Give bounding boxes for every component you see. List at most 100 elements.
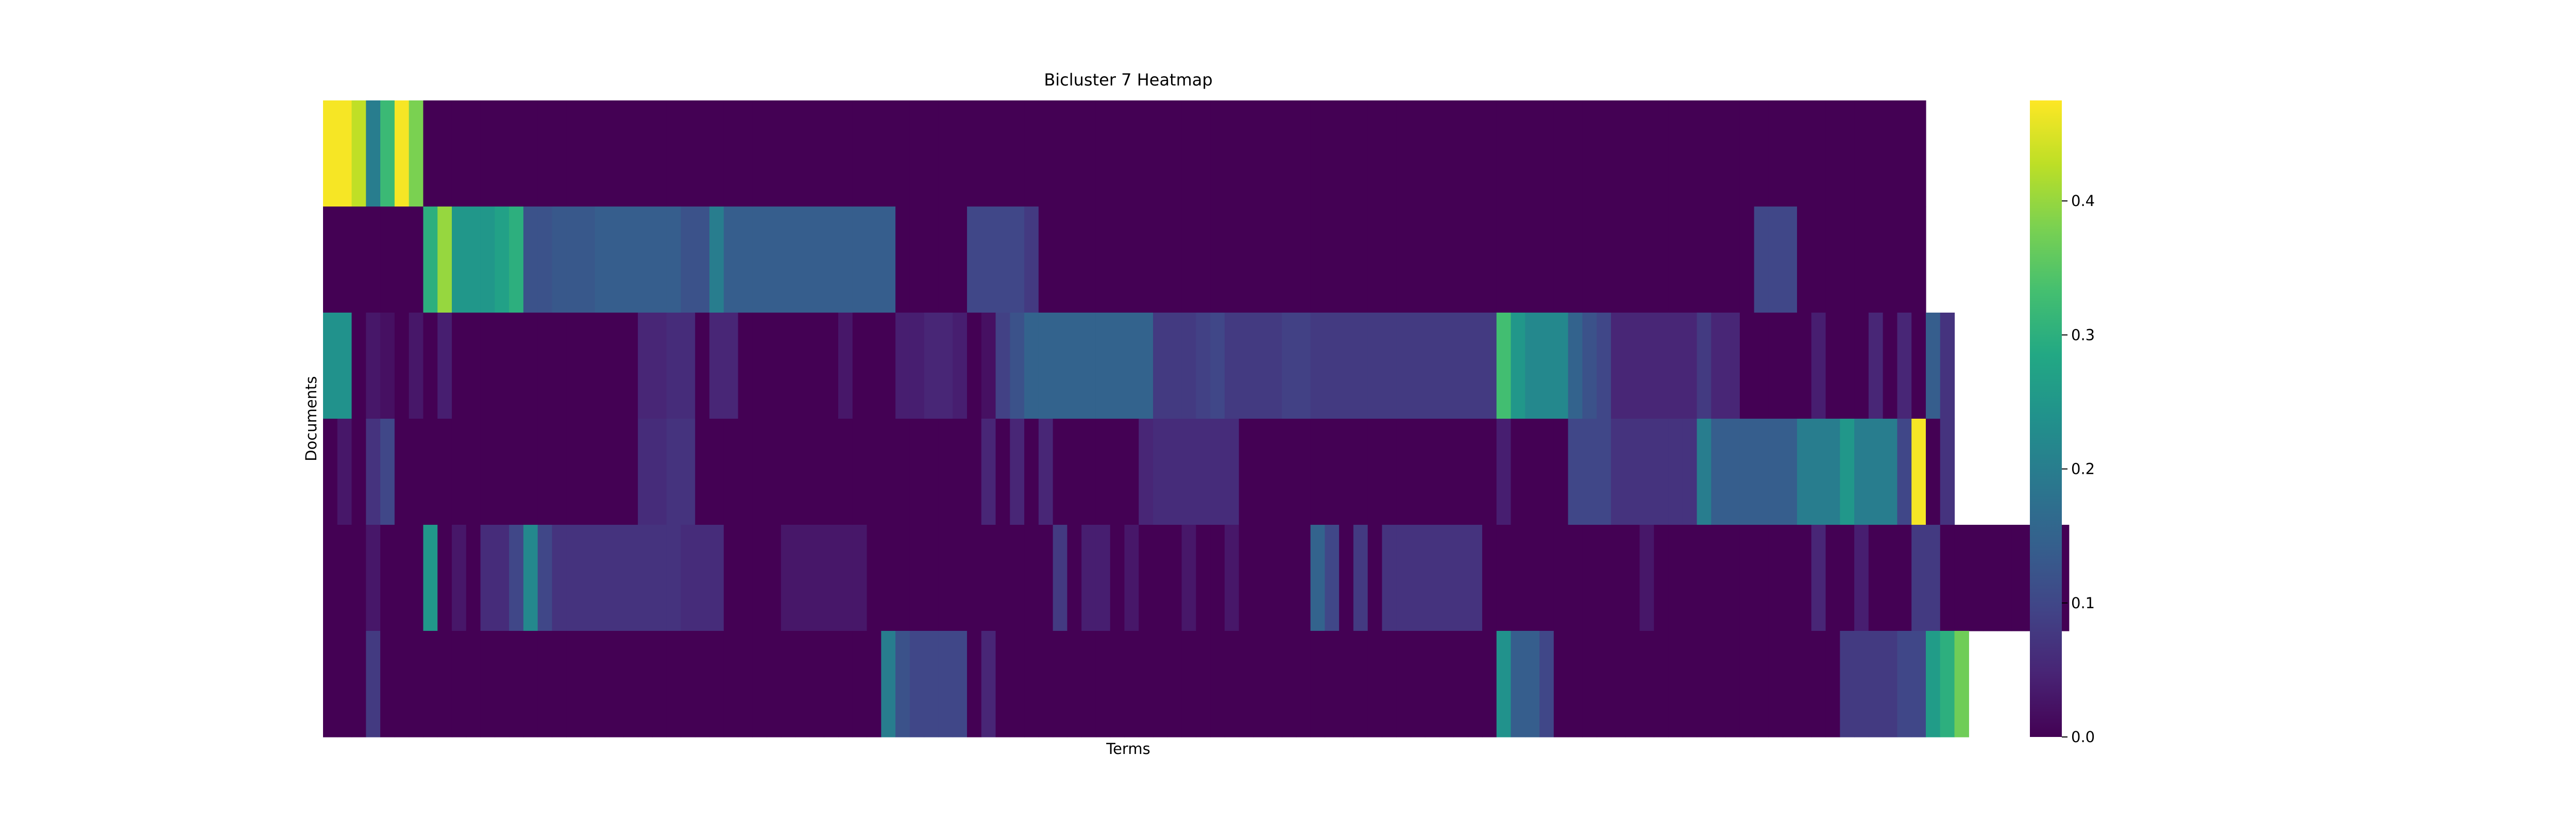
heatmap-cell <box>1110 207 1125 313</box>
heatmap-cell <box>1310 207 1325 313</box>
heatmap-cell <box>981 525 996 631</box>
heatmap-cell <box>1611 525 1626 631</box>
heatmap-cell <box>795 313 810 419</box>
heatmap-cell <box>1697 100 1711 207</box>
heatmap-cell <box>1181 631 1196 737</box>
heatmap-cell <box>824 419 839 525</box>
heatmap-cell <box>1797 631 1812 737</box>
heatmap-cell <box>981 631 996 737</box>
heatmap-cell <box>1539 525 1554 631</box>
heatmap-cell <box>495 631 510 737</box>
heatmap-cell <box>1153 631 1168 737</box>
heatmap-cell <box>1339 100 1354 207</box>
heatmap-cell <box>466 419 481 525</box>
heatmap-cell <box>1911 313 1926 419</box>
heatmap-cell <box>394 100 410 207</box>
heatmap-cell <box>1582 525 1597 631</box>
heatmap-cell <box>1396 100 1411 207</box>
heatmap-cell <box>953 313 968 419</box>
heatmap-cell <box>1797 100 1812 207</box>
heatmap-cell <box>1668 313 1683 419</box>
heatmap-cell <box>1181 313 1196 419</box>
heatmap-cell <box>1797 525 1812 631</box>
heatmap-cell <box>595 313 610 419</box>
heatmap-cell <box>1310 631 1325 737</box>
heatmap-cell <box>1682 419 1698 525</box>
heatmap-cell <box>1139 631 1154 737</box>
heatmap-cell <box>1067 419 1082 525</box>
heatmap-cell <box>938 207 953 313</box>
heatmap-cell <box>924 631 939 737</box>
heatmap-cell <box>995 631 1010 737</box>
heatmap-cell <box>1682 313 1698 419</box>
heatmap-cell <box>423 525 438 631</box>
heatmap-cell <box>752 631 767 737</box>
heatmap-cell <box>1167 631 1182 737</box>
heatmap-cell <box>1353 207 1368 313</box>
heatmap-cell <box>1611 100 1626 207</box>
heatmap-cell <box>566 313 581 419</box>
heatmap-cell <box>1525 419 1540 525</box>
heatmap-cell <box>1396 419 1411 525</box>
heatmap-cell <box>1654 207 1669 313</box>
heatmap-cell <box>537 419 553 525</box>
heatmap-cell <box>1840 313 1855 419</box>
heatmap-cell <box>1210 100 1225 207</box>
heatmap-cell <box>480 631 495 737</box>
heatmap-cell <box>1739 631 1755 737</box>
heatmap-cell <box>1267 525 1282 631</box>
heatmap-cell <box>824 525 839 631</box>
heatmap-cell <box>881 419 896 525</box>
heatmap-cell <box>867 631 882 737</box>
heatmap-cell <box>1139 207 1154 313</box>
heatmap-cell <box>1811 419 1826 525</box>
heatmap-cell <box>1825 631 1840 737</box>
heatmap-cell <box>1468 525 1483 631</box>
heatmap-cell <box>1139 100 1154 207</box>
heatmap-cell <box>1310 525 1325 631</box>
heatmap-cell <box>337 313 352 419</box>
heatmap-cell <box>495 525 510 631</box>
heatmap-cell <box>1511 419 1526 525</box>
heatmap-cell <box>1081 100 1096 207</box>
heatmap-cell <box>1110 313 1125 419</box>
heatmap-cell <box>1124 525 1139 631</box>
heatmap-cell <box>1811 631 1826 737</box>
heatmap-cell <box>1167 207 1182 313</box>
heatmap-cell <box>723 419 739 525</box>
heatmap-cell <box>1739 100 1755 207</box>
heatmap-cell <box>1754 419 1769 525</box>
heatmap-cell <box>938 100 953 207</box>
heatmap-cell <box>681 207 696 313</box>
heatmap-cell <box>1768 100 1783 207</box>
heatmap-cell <box>351 100 366 207</box>
heatmap-cell <box>595 525 610 631</box>
heatmap-cell <box>1053 100 1067 207</box>
heatmap-cell <box>752 100 767 207</box>
heatmap-cell <box>1639 207 1654 313</box>
heatmap-cell <box>1024 100 1039 207</box>
heatmap-cell <box>1453 419 1468 525</box>
heatmap-cell <box>495 100 510 207</box>
heatmap-cell <box>795 419 810 525</box>
heatmap-cell <box>1053 525 1067 631</box>
heatmap-cell <box>1224 100 1240 207</box>
heatmap-cell <box>1997 525 2012 631</box>
heatmap-cell <box>466 631 481 737</box>
heatmap-cell <box>1840 207 1855 313</box>
heatmap-cell <box>1124 631 1139 737</box>
colorbar-tick-label: 0.4 <box>2071 192 2095 210</box>
heatmap-cell <box>1639 419 1654 525</box>
heatmap-cell <box>351 419 366 525</box>
colorbar-ticks: 0.0 0.1 0.2 0.3 0.4 <box>2062 192 2095 746</box>
heatmap-cell <box>1711 100 1726 207</box>
heatmap-cell <box>1310 100 1325 207</box>
heatmap-cell <box>795 525 810 631</box>
heatmap-cell <box>1196 313 1211 419</box>
heatmap-cell <box>1153 419 1168 525</box>
heatmap-cell <box>1597 631 1612 737</box>
heatmap-cell <box>995 100 1010 207</box>
heatmap-cell <box>423 313 438 419</box>
heatmap-cell <box>924 419 939 525</box>
heatmap-cell <box>909 525 925 631</box>
